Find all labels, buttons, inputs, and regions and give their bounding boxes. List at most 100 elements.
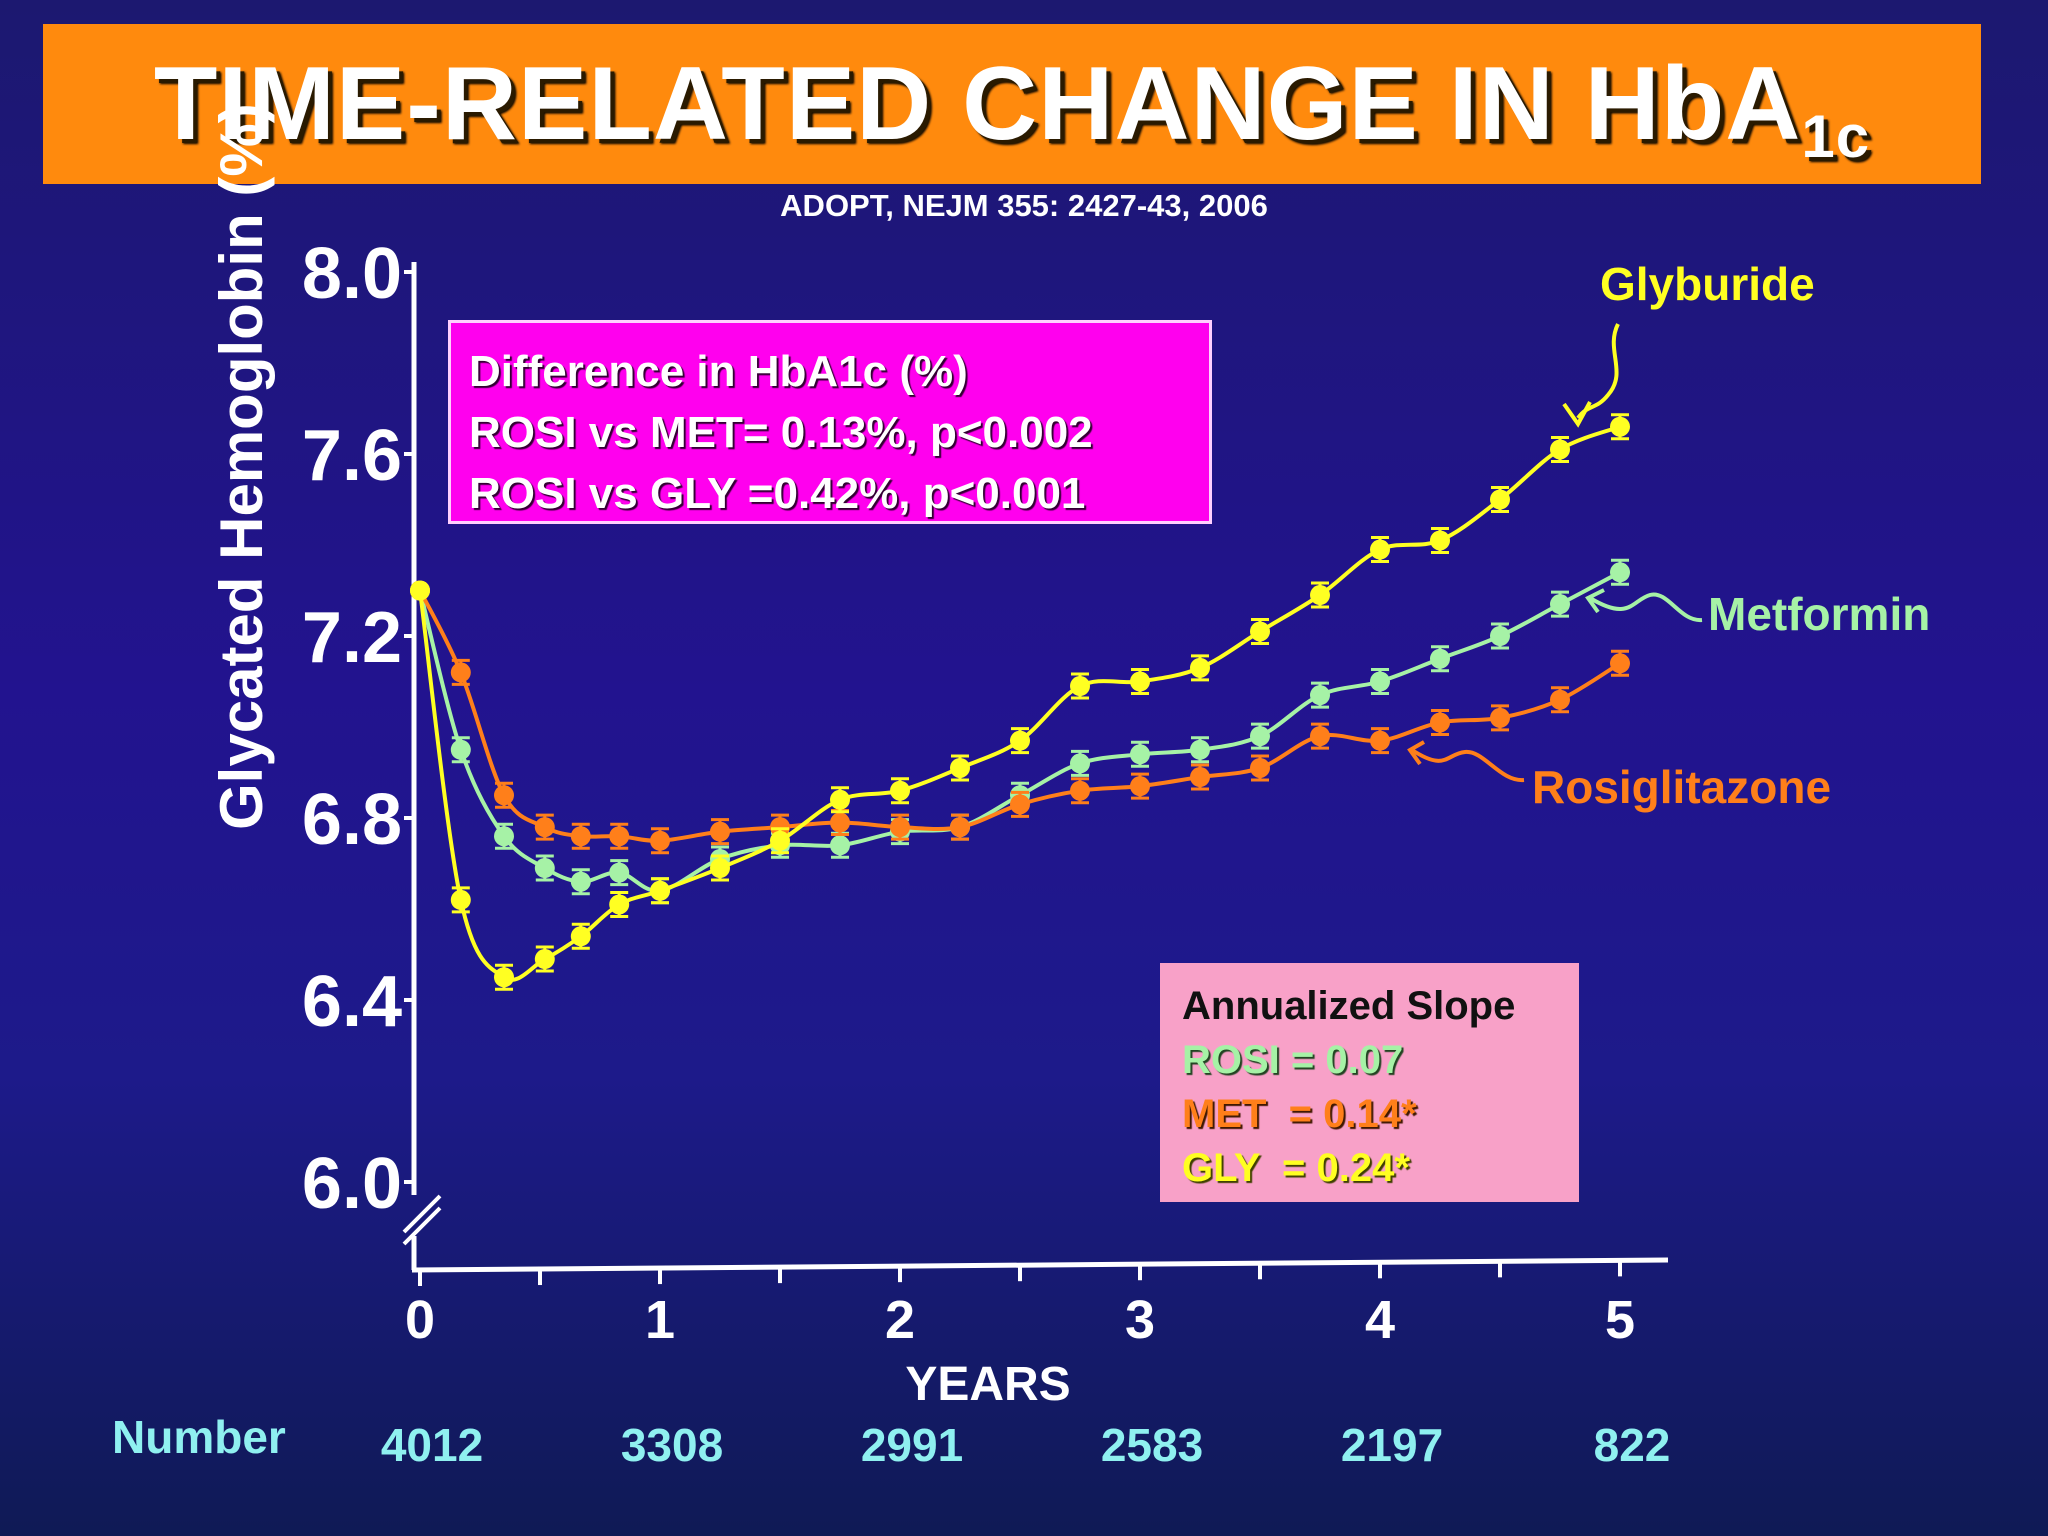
data-point <box>1550 689 1570 710</box>
slope-gly: GLY = 0.24* <box>1182 1146 1410 1190</box>
difference-heading: Difference in HbA1c (%) <box>469 347 968 396</box>
data-point <box>1010 794 1030 815</box>
data-point <box>1430 530 1450 551</box>
metformin-callout-arrow <box>1588 592 1703 623</box>
data-point <box>1430 648 1450 669</box>
y-axis-title: Glycated Hemoglobin (%) <box>208 103 275 830</box>
data-point <box>770 830 790 851</box>
difference-rosi-met: ROSI vs MET= 0.13%, p<0.002 <box>469 408 1093 457</box>
rosiglitazone-arrowhead <box>1407 740 1425 766</box>
data-point <box>410 580 430 601</box>
data-point <box>1190 739 1210 760</box>
data-point <box>1370 671 1390 692</box>
data-point <box>1550 439 1570 460</box>
data-point <box>570 871 591 892</box>
data-point <box>1250 726 1270 747</box>
data-point <box>1610 653 1630 674</box>
data-point <box>534 817 555 838</box>
data-point <box>830 812 850 833</box>
title-main: TIME-RELATED CHANGE IN HbA <box>153 46 1802 162</box>
y-tick-label: 6.4 <box>302 962 402 1042</box>
data-point <box>1550 594 1570 615</box>
slope-heading: Annualized Slope <box>1182 984 1516 1028</box>
data-point <box>830 835 850 856</box>
title-subscript: 1c <box>1801 103 1871 170</box>
data-point <box>1130 776 1150 797</box>
series-glyburide <box>410 413 1630 991</box>
axis-break-mark <box>402 1206 442 1246</box>
data-point <box>534 949 555 970</box>
data-point <box>1010 730 1030 751</box>
data-point <box>830 789 850 810</box>
data-point <box>1070 780 1090 801</box>
data-point <box>710 858 730 879</box>
data-point <box>450 889 471 910</box>
data-point <box>494 785 514 806</box>
series-layer <box>410 413 1630 991</box>
data-point <box>1070 753 1090 774</box>
data-point <box>1610 416 1630 437</box>
number-at-risk-value: 2991 <box>861 1419 963 1471</box>
number-at-risk-value: 3308 <box>621 1419 723 1471</box>
metformin-arrowhead <box>1585 588 1605 614</box>
x-tick-label: 5 <box>1605 1290 1635 1350</box>
series-rosiglitazone <box>410 580 1630 855</box>
data-point <box>1310 585 1330 606</box>
chart-axes: 8.0 7.6 7.2 6.8 6.4 6.0 0 1 2 3 4 5 4012 3308 2991 2583… <box>302 234 1670 1471</box>
data-point <box>650 880 670 901</box>
y-tick-label: 7.2 <box>302 598 402 678</box>
data-point <box>950 757 970 778</box>
annualized-slope-box: Annualized Slope ROSI = 0.07 MET = 0.14*… <box>1160 963 1579 1202</box>
x-tick-label: 4 <box>1365 1290 1395 1350</box>
data-point <box>494 967 514 988</box>
data-point <box>609 862 630 883</box>
data-point <box>1490 707 1510 728</box>
y-tick-label: 6.8 <box>302 780 402 860</box>
data-point <box>950 817 970 838</box>
data-point <box>609 826 630 847</box>
data-point <box>1130 744 1150 765</box>
rosiglitazone-callout-arrow <box>1410 748 1525 783</box>
data-point <box>1430 712 1450 733</box>
glyburide-arrowhead <box>1562 401 1592 428</box>
slope-rosi: ROSI = 0.07 <box>1182 1038 1404 1082</box>
y-tick-label: 6.0 <box>302 1144 402 1224</box>
data-point <box>1070 676 1090 697</box>
data-point <box>890 780 910 801</box>
data-point <box>1250 621 1270 642</box>
y-tick-label: 8.0 <box>302 234 402 314</box>
label-glyburide: Glyburide <box>1600 258 1815 310</box>
data-point <box>494 826 514 847</box>
label-metformin: Metformin <box>1708 588 1930 640</box>
data-point <box>1490 489 1510 510</box>
y-tick-label: 7.6 <box>302 416 402 496</box>
data-point <box>650 830 670 851</box>
number-at-risk-value: 2583 <box>1101 1419 1203 1471</box>
x-tick-label: 1 <box>645 1290 675 1350</box>
data-point <box>1190 657 1210 678</box>
data-point <box>570 826 591 847</box>
data-point <box>1370 539 1390 560</box>
data-point <box>1190 767 1210 788</box>
data-point <box>1310 726 1330 747</box>
x-tick-label: 0 <box>405 1290 435 1350</box>
data-point <box>1310 685 1330 706</box>
title-banner: TIME-RELATED CHANGE IN HbA1c <box>43 24 1981 184</box>
slope-met: MET = 0.14* <box>1182 1092 1417 1136</box>
data-point <box>1610 562 1630 583</box>
data-point <box>1490 626 1510 646</box>
data-point <box>1130 671 1150 692</box>
number-label: Number <box>112 1411 286 1463</box>
data-point <box>710 821 730 842</box>
data-point <box>450 662 471 683</box>
data-point <box>609 894 630 915</box>
citation: ADOPT, NEJM 355: 2427-43, 2006 <box>780 188 1268 223</box>
data-point <box>534 858 555 879</box>
x-axis-title: YEARS <box>905 1358 1070 1411</box>
difference-rosi-gly: ROSI vs GLY =0.42%, p<0.001 <box>469 469 1086 518</box>
x-tick-label: 2 <box>885 1290 915 1350</box>
difference-box: Difference in HbA1c (%) ROSI vs MET= 0.1… <box>448 320 1212 524</box>
data-point <box>450 739 471 760</box>
data-point <box>1370 730 1390 751</box>
